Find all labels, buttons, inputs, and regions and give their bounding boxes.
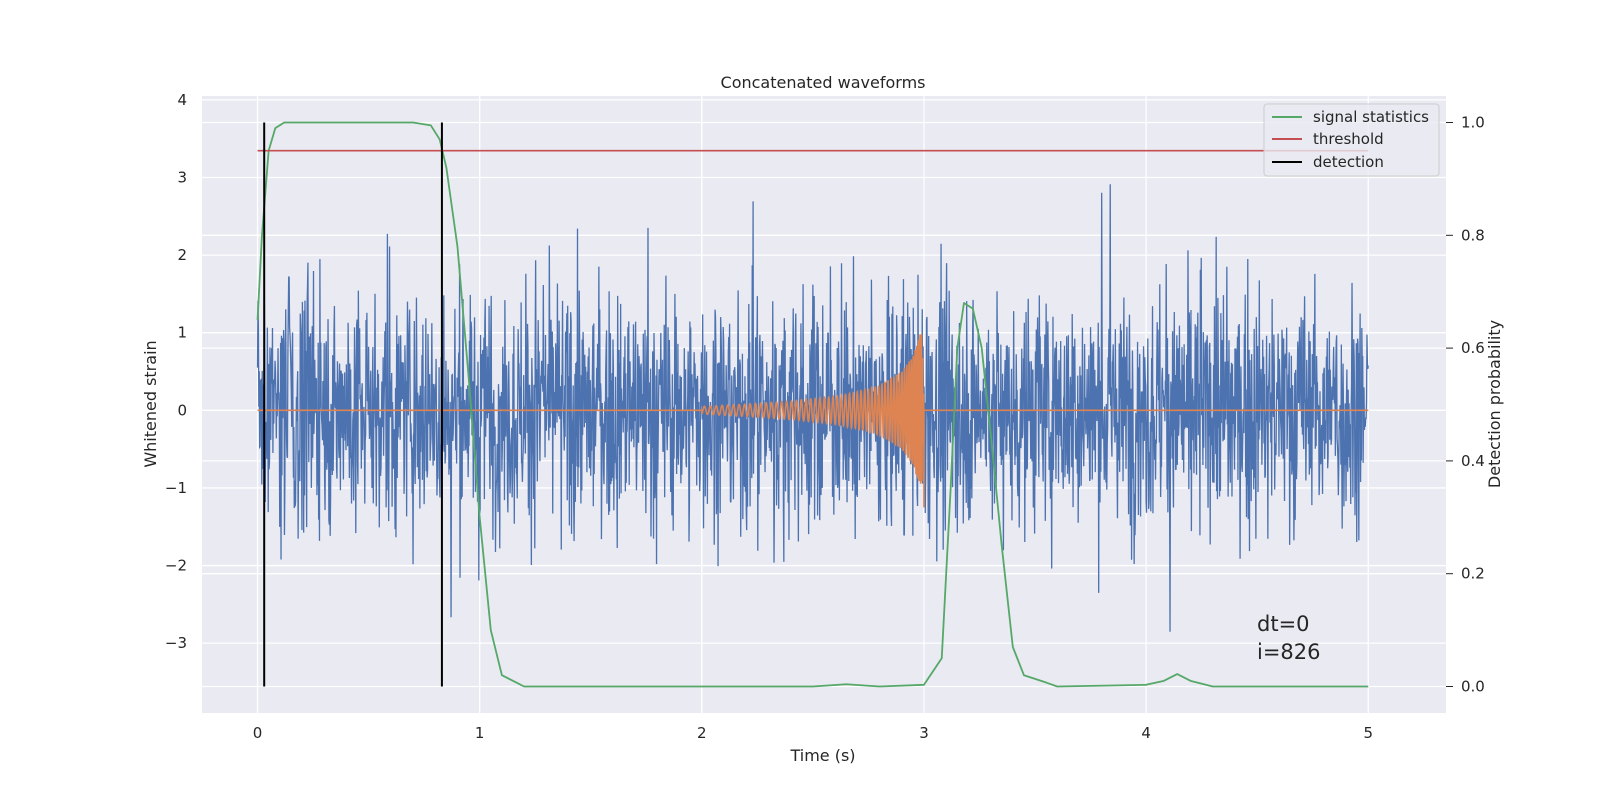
x-tick-label: 4 <box>1141 724 1151 742</box>
x-tick-label: 1 <box>475 724 485 742</box>
x-axis-title: Time (s) <box>789 746 855 765</box>
y2-axis-title: Detection probability <box>1485 320 1504 488</box>
y2-tick-label: 0.4 <box>1461 452 1485 470</box>
y-tick-label: 0 <box>177 401 187 419</box>
legend-label-detection: detection <box>1313 153 1384 171</box>
legend-box <box>1263 103 1440 177</box>
y2-tick-label: 0.6 <box>1461 339 1485 357</box>
x-tick-label: 3 <box>919 724 929 742</box>
annotation-i: i=826 <box>1257 640 1321 664</box>
y2-tick-label: 1.0 <box>1461 114 1485 132</box>
chart-title: Concatenated waveforms <box>721 73 926 92</box>
x-tick-label: 2 <box>697 724 707 742</box>
y2-tick-label: 0.0 <box>1461 677 1485 695</box>
y-tick-label: 3 <box>177 168 187 186</box>
legend-label-signal-statistics: signal statistics <box>1313 108 1429 126</box>
y-tick-label: −3 <box>165 634 187 652</box>
series-injected-waveform <box>257 334 1369 508</box>
series-signal-statistics <box>256 121 1369 688</box>
legend-label-threshold: threshold <box>1313 130 1384 148</box>
x-tick-label: 0 <box>253 724 263 742</box>
y-tick-label: 2 <box>177 246 187 264</box>
ticks: 0 1 2 3 4 5 −3 −2 −1 0 1 2 3 4 0.0 0.2 0.4 0.6 0.8 1.0 <box>165 91 1485 742</box>
y2-tick-label: 0.2 <box>1461 565 1485 583</box>
y-tick-label: −2 <box>165 557 187 575</box>
x-tick-label: 5 <box>1363 724 1373 742</box>
y2-tick-label: 0.8 <box>1461 226 1485 244</box>
annotation-dt: dt=0 <box>1257 612 1310 636</box>
legend: signal statistics threshold detection <box>1263 103 1440 177</box>
y-tick-label: 4 <box>177 91 187 109</box>
y-axis-title: Whitened strain <box>141 340 160 467</box>
y-tick-label: −1 <box>165 479 187 497</box>
series-layer <box>256 121 1369 688</box>
y-tick-label: 1 <box>177 324 187 342</box>
